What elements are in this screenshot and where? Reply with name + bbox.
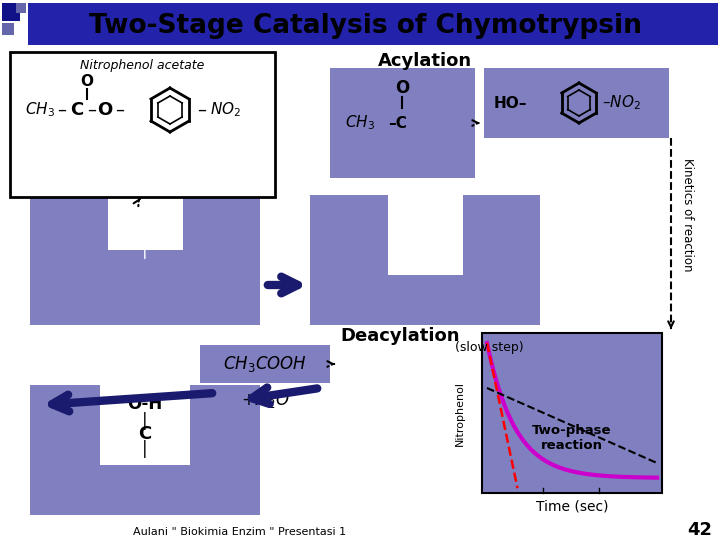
Text: (slow step): (slow step) — [455, 341, 523, 354]
Text: C: C — [418, 230, 431, 248]
Bar — [463, 195, 540, 275]
Text: O: O — [418, 203, 432, 221]
Text: –$NO_2$: –$NO_2$ — [602, 93, 641, 112]
Text: –: – — [115, 101, 125, 119]
Text: -: - — [148, 203, 153, 217]
Text: |: | — [142, 440, 148, 458]
Bar — [30, 195, 108, 250]
Text: |: | — [422, 217, 428, 235]
Text: Two-Stage Catalysis of Chymotrypsin: Two-Stage Catalysis of Chymotrypsin — [89, 13, 642, 39]
Text: –: – — [197, 101, 206, 119]
Text: Nitrophenol: Nitrophenol — [455, 381, 465, 446]
Bar — [30, 250, 260, 325]
Text: –: – — [58, 101, 66, 119]
Text: C: C — [71, 101, 84, 119]
Text: Acylation: Acylation — [378, 52, 472, 70]
Text: |: | — [422, 245, 428, 263]
Bar — [16, 3, 26, 13]
Text: –C: –C — [388, 116, 407, 131]
Text: $NO_2$: $NO_2$ — [210, 100, 241, 119]
Bar — [200, 345, 330, 383]
Bar — [484, 68, 669, 138]
Text: Nitrophenol acetate: Nitrophenol acetate — [80, 59, 204, 72]
Bar — [310, 275, 540, 325]
Text: Deacylation: Deacylation — [340, 327, 459, 345]
Text: C: C — [138, 228, 152, 246]
Bar — [190, 385, 260, 465]
Text: Two-phase
reaction: Two-phase reaction — [532, 424, 612, 452]
Text: Kinetics of reaction: Kinetics of reaction — [682, 158, 695, 272]
Text: O: O — [395, 79, 409, 97]
Text: O: O — [97, 101, 112, 119]
Text: Aulani " Biokimia Enzim " Presentasi 1: Aulani " Biokimia Enzim " Presentasi 1 — [133, 527, 346, 537]
Bar — [30, 465, 260, 515]
Bar — [482, 333, 662, 493]
Text: HO–: HO– — [494, 96, 528, 111]
Text: O-H: O-H — [127, 395, 163, 413]
Text: C: C — [138, 425, 152, 443]
Text: $+ H_2O$: $+ H_2O$ — [240, 390, 289, 410]
Bar — [2, 3, 20, 21]
Text: O: O — [132, 205, 146, 223]
Text: $CH_3$: $CH_3$ — [25, 100, 55, 119]
Bar — [30, 385, 100, 465]
Bar — [330, 68, 475, 178]
Text: Time (sec): Time (sec) — [536, 500, 608, 514]
Text: O: O — [81, 75, 94, 90]
Text: |: | — [142, 412, 148, 430]
Text: –: – — [88, 101, 96, 119]
Bar — [28, 3, 718, 45]
Text: |: | — [142, 217, 148, 235]
Bar — [2, 23, 14, 35]
Text: |: | — [142, 241, 148, 259]
Text: 42: 42 — [688, 521, 713, 539]
Text: $CH_3$: $CH_3$ — [345, 113, 375, 132]
Bar — [10, 52, 275, 197]
Bar — [183, 195, 260, 250]
Bar — [310, 195, 388, 275]
Text: $CH_3COOH$: $CH_3COOH$ — [223, 354, 307, 374]
